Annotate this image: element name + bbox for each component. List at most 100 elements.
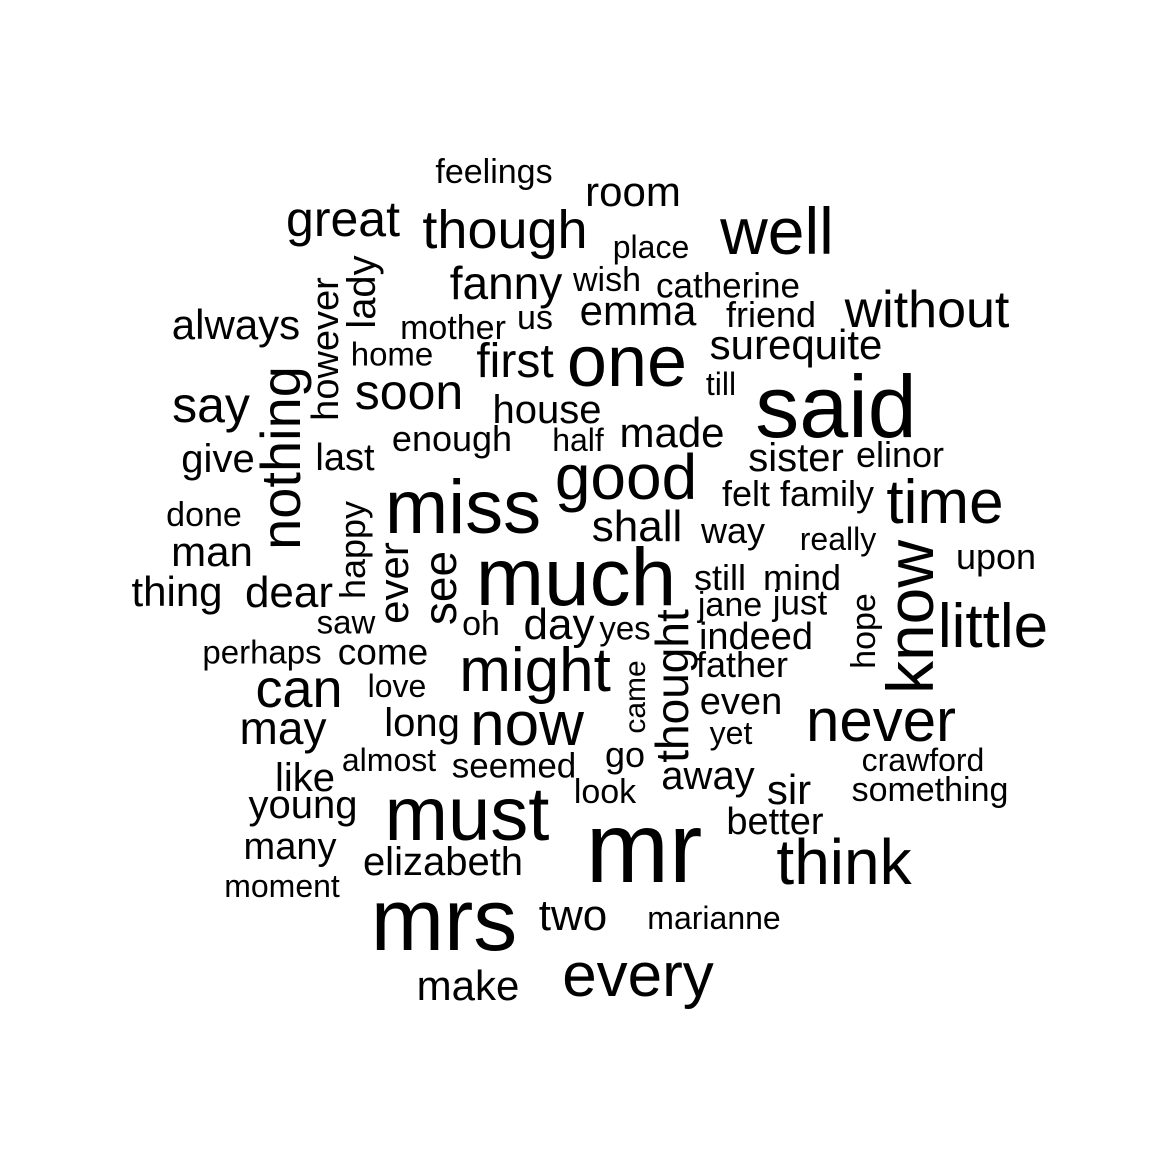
word-way: way	[700, 510, 766, 551]
word-never: never	[805, 687, 957, 754]
word-young: young	[248, 783, 358, 827]
word-happy: happy	[332, 500, 373, 600]
word-perhaps: perhaps	[202, 633, 322, 671]
word-come: come	[337, 631, 429, 673]
word-said: said	[755, 357, 917, 456]
word-wish: wish	[572, 261, 642, 299]
word-know: know	[873, 539, 947, 695]
word-enough: enough	[391, 418, 513, 459]
word-seemed: seemed	[451, 746, 577, 786]
word-say: say	[172, 377, 250, 433]
word-moment: moment	[224, 868, 340, 904]
word-hope: hope	[845, 593, 883, 669]
word-see: see	[414, 550, 466, 626]
word-elinor: elinor	[855, 434, 945, 475]
word-fanny: fanny	[449, 257, 563, 309]
word-yet: yet	[709, 715, 753, 751]
word-may: may	[239, 702, 327, 754]
word-thing: thing	[131, 568, 223, 615]
word-came: came	[619, 660, 652, 734]
word-surequite: surequite	[709, 321, 883, 368]
word-dear: dear	[244, 568, 334, 617]
word-go: go	[604, 734, 646, 775]
word-oh: oh	[462, 605, 500, 643]
word-sir: sir	[766, 766, 812, 813]
word-just: just	[772, 583, 828, 623]
word-much: much	[475, 532, 677, 623]
word-sister: sister	[748, 436, 844, 480]
word-marianne: marianne	[647, 900, 781, 936]
word-little: little	[937, 592, 1049, 661]
word-shall: shall	[591, 502, 683, 551]
word-good: good	[554, 441, 698, 513]
word-mrs: mrs	[370, 870, 518, 969]
word-made: made	[619, 409, 725, 456]
word-however: however	[305, 277, 347, 421]
word-nothing: nothing	[249, 366, 312, 550]
word-great: great	[286, 191, 400, 247]
word-elizabeth: elizabeth	[362, 840, 524, 884]
word-catherine: catherine	[656, 266, 800, 306]
word-house: house	[492, 388, 602, 432]
word-time: time	[886, 468, 1004, 537]
word-lady: lady	[340, 255, 384, 329]
word-mr: mr	[585, 792, 703, 904]
word-indeed: indeed	[698, 616, 814, 658]
word-place: place	[612, 229, 690, 265]
word-mind: mind	[762, 557, 842, 598]
word-can: can	[255, 659, 343, 719]
word-home: home	[350, 335, 434, 373]
word-till: till	[705, 366, 737, 402]
word-miss: miss	[384, 465, 542, 550]
word-jane: jane	[697, 586, 763, 624]
word-two: two	[538, 891, 608, 940]
word-ever: ever	[370, 542, 417, 624]
word-man: man	[171, 528, 253, 575]
word-father: father	[695, 644, 789, 685]
word-now: now	[470, 690, 584, 759]
word-one: one	[566, 322, 688, 402]
word-might: might	[459, 636, 611, 705]
word-soon: soon	[354, 364, 464, 420]
word-day: day	[523, 600, 595, 649]
word-almost: almost	[341, 742, 437, 778]
word-us: us	[517, 299, 553, 337]
word-make: make	[416, 962, 520, 1009]
word-half: half	[552, 422, 604, 458]
word-even: even	[699, 681, 783, 723]
word-every: every	[562, 941, 714, 1010]
word-yes: yes	[599, 609, 651, 647]
word-better: better	[726, 801, 824, 843]
word-really: really	[799, 521, 877, 557]
word-done: done	[166, 496, 242, 534]
word-family: family	[779, 473, 875, 514]
word-though: though	[422, 200, 588, 260]
word-give: give	[181, 437, 255, 481]
word-felt: felt	[721, 473, 771, 514]
word-something: something	[851, 771, 1009, 809]
word-away: away	[661, 754, 755, 798]
word-many: many	[243, 826, 337, 868]
word-love: love	[367, 668, 427, 704]
word-look: look	[573, 773, 637, 811]
word-feelings: feelings	[435, 153, 553, 191]
word-upon: upon	[955, 536, 1037, 577]
word-always: always	[171, 301, 301, 348]
word-think: think	[776, 826, 912, 898]
word-friend: friend	[725, 294, 817, 335]
word-thought: thought	[646, 609, 698, 763]
word-without: without	[844, 281, 1010, 339]
word-first: first	[476, 335, 554, 388]
word-long: long	[384, 701, 460, 745]
word-saw: saw	[316, 603, 376, 641]
word-mother: mother	[400, 309, 506, 347]
word-crawford: crawford	[861, 742, 985, 778]
word-last: last	[315, 437, 375, 479]
word-must: must	[384, 772, 550, 857]
word-like: like	[274, 756, 336, 800]
word-emma: emma	[579, 287, 697, 334]
word-room: room	[585, 168, 681, 215]
word-still: still	[694, 557, 746, 598]
word-well: well	[720, 194, 834, 268]
